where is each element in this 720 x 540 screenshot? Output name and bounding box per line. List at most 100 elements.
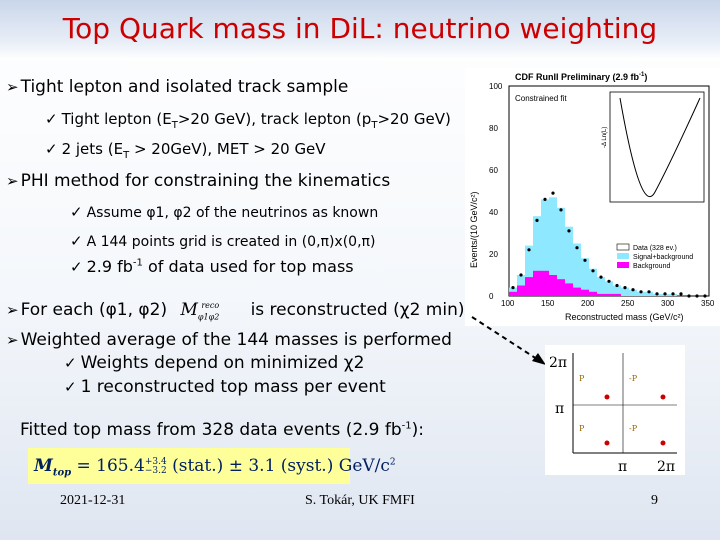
x-tick-label: 300: [661, 299, 675, 308]
y-tick-label: 60: [489, 166, 498, 175]
signal-bar: [509, 287, 517, 296]
signal-bar: [605, 281, 613, 296]
data-point: [599, 275, 603, 279]
data-point: [551, 191, 555, 195]
data-point: [583, 258, 587, 262]
legend-signal-swatch: [617, 253, 629, 259]
data-point: [607, 279, 611, 283]
slide-title: Top Quark mass in DiL: neutrino weightin…: [62, 12, 658, 45]
quadrant-label-tr: -P: [629, 374, 638, 383]
arrow-bullet-icon: ➢: [6, 78, 19, 96]
signal-bar: [573, 243, 581, 296]
mass-distribution-plot: CDF RunII Preliminary (2.9 fb-1) Constra…: [465, 68, 720, 326]
signal-bar: [613, 285, 621, 296]
footer-date: 2021-12-31: [60, 493, 126, 508]
bullet-grid-points: ✓ A 144 points grid is created in (0,π)x(…: [70, 232, 376, 250]
bullet-weights: ✓ Weights depend on minimized χ2: [64, 353, 365, 373]
data-point: [695, 294, 699, 298]
signal-bar: [533, 216, 541, 296]
data-point: [671, 292, 675, 296]
signal-bar: [645, 291, 653, 296]
plot-subtitle: Constrained fit: [515, 94, 567, 103]
check-bullet-icon: ✓: [45, 110, 58, 128]
signal-bar: [589, 268, 597, 296]
signal-bar: [557, 207, 565, 296]
fitted-mass-text: Fitted top mass from 328 data events (2.…: [20, 420, 425, 440]
x-tick-label: 350: [701, 299, 715, 308]
quadrant-label-tl: P: [579, 374, 585, 383]
arrow-bullet-icon: ➢: [6, 172, 19, 190]
grid-ylabel-pi: π: [555, 401, 564, 417]
footer-page-number: 9: [651, 493, 658, 508]
data-point: [623, 286, 627, 290]
background-bar: [557, 279, 565, 296]
bullet-weighted-average: ➢ Weighted average of the 144 masses is p…: [6, 330, 452, 350]
bullet-phi-method: ➢ PHI method for constraining the kinemat…: [6, 171, 391, 191]
data-point: [647, 290, 651, 294]
signal-bar: [637, 291, 645, 296]
background-bar: [605, 293, 613, 296]
legend-signal: Signal+background: [633, 254, 693, 261]
data-point: [639, 290, 643, 294]
plot-svg: CDF RunII Preliminary (2.9 fb-1) Constra…: [469, 72, 715, 322]
data-point: [535, 218, 539, 222]
plot-ylabel: Events/(10 GeV/c²): [469, 191, 479, 268]
m-reco-symbol: Mφ1φ2reco: [180, 300, 220, 322]
legend-data: Data (328 ev.): [633, 245, 677, 252]
signal-bar: [597, 277, 605, 296]
bullet-luminosity: ✓ 2.9 fb-1 of data used for top mass: [70, 257, 354, 276]
x-tick-label: 200: [581, 299, 595, 308]
title-bar: [0, 0, 720, 60]
background-bar: [589, 291, 597, 296]
background-bar: [549, 275, 557, 296]
plot-header: CDF RunII Preliminary (2.9 fb-1): [515, 72, 647, 82]
background-bar: [573, 287, 581, 296]
background-bar: [597, 293, 605, 296]
signal-bar: [549, 197, 557, 296]
grid-xlabel-2pi: 2π: [657, 459, 675, 475]
signal-bar: [621, 287, 629, 296]
y-tick-label: 100: [489, 82, 503, 91]
signal-bar: [541, 199, 549, 296]
background-bar: [565, 283, 573, 296]
bullet-tight-lepton: ✓ Tight lepton (ET>20 GeV), track lepton …: [45, 110, 451, 131]
data-point: [575, 246, 579, 250]
likelihood-curve: [619, 97, 701, 198]
x-tick-label: 100: [501, 299, 515, 308]
signal-bar: [565, 226, 573, 296]
bullet-one-mass: ✓ 1 reconstructed top mass per event: [64, 377, 386, 397]
check-bullet-icon: ✓: [70, 232, 83, 250]
y-tick-label: 40: [489, 208, 498, 217]
signal-bar: [629, 289, 637, 296]
arrow-bullet-icon: ➢: [6, 331, 19, 349]
plot-xlabel: Reconstructed mass (GeV/c²): [565, 312, 684, 322]
bullet-for-each-phi: ➢ For each (φ1, φ2) Mφ1φ2reco is reconstr…: [6, 300, 465, 322]
likelihood-inset: [609, 91, 705, 203]
data-point: [615, 283, 619, 288]
grid-xlabel-pi: π: [618, 459, 627, 475]
background-bar: [517, 285, 525, 296]
data-point: [679, 292, 683, 296]
check-bullet-icon: ✓: [64, 354, 77, 372]
x-tick-label: 150: [541, 299, 555, 308]
check-bullet-icon: ✓: [64, 378, 77, 396]
grid-point: [660, 394, 666, 400]
footer-author: S. Tokár, UK FMFI: [305, 493, 415, 508]
background-bar: [525, 277, 533, 296]
data-point: [655, 292, 659, 296]
data-point: [631, 288, 635, 292]
data-point: [527, 248, 531, 252]
background-bar: [509, 291, 517, 296]
dashed-arrow: [471, 316, 546, 365]
arrow-bullet-icon: ➢: [6, 301, 19, 319]
data-point: [591, 269, 595, 273]
signal-bar: [525, 245, 533, 296]
background-bar: [581, 289, 589, 296]
data-point: [567, 229, 571, 233]
check-bullet-icon: ✓: [70, 258, 83, 276]
signal-bar: [581, 258, 589, 296]
grid-point: [604, 394, 610, 400]
y-tick-label: 80: [489, 124, 498, 133]
data-point: [511, 286, 515, 290]
check-bullet-icon: ✓: [45, 140, 58, 158]
